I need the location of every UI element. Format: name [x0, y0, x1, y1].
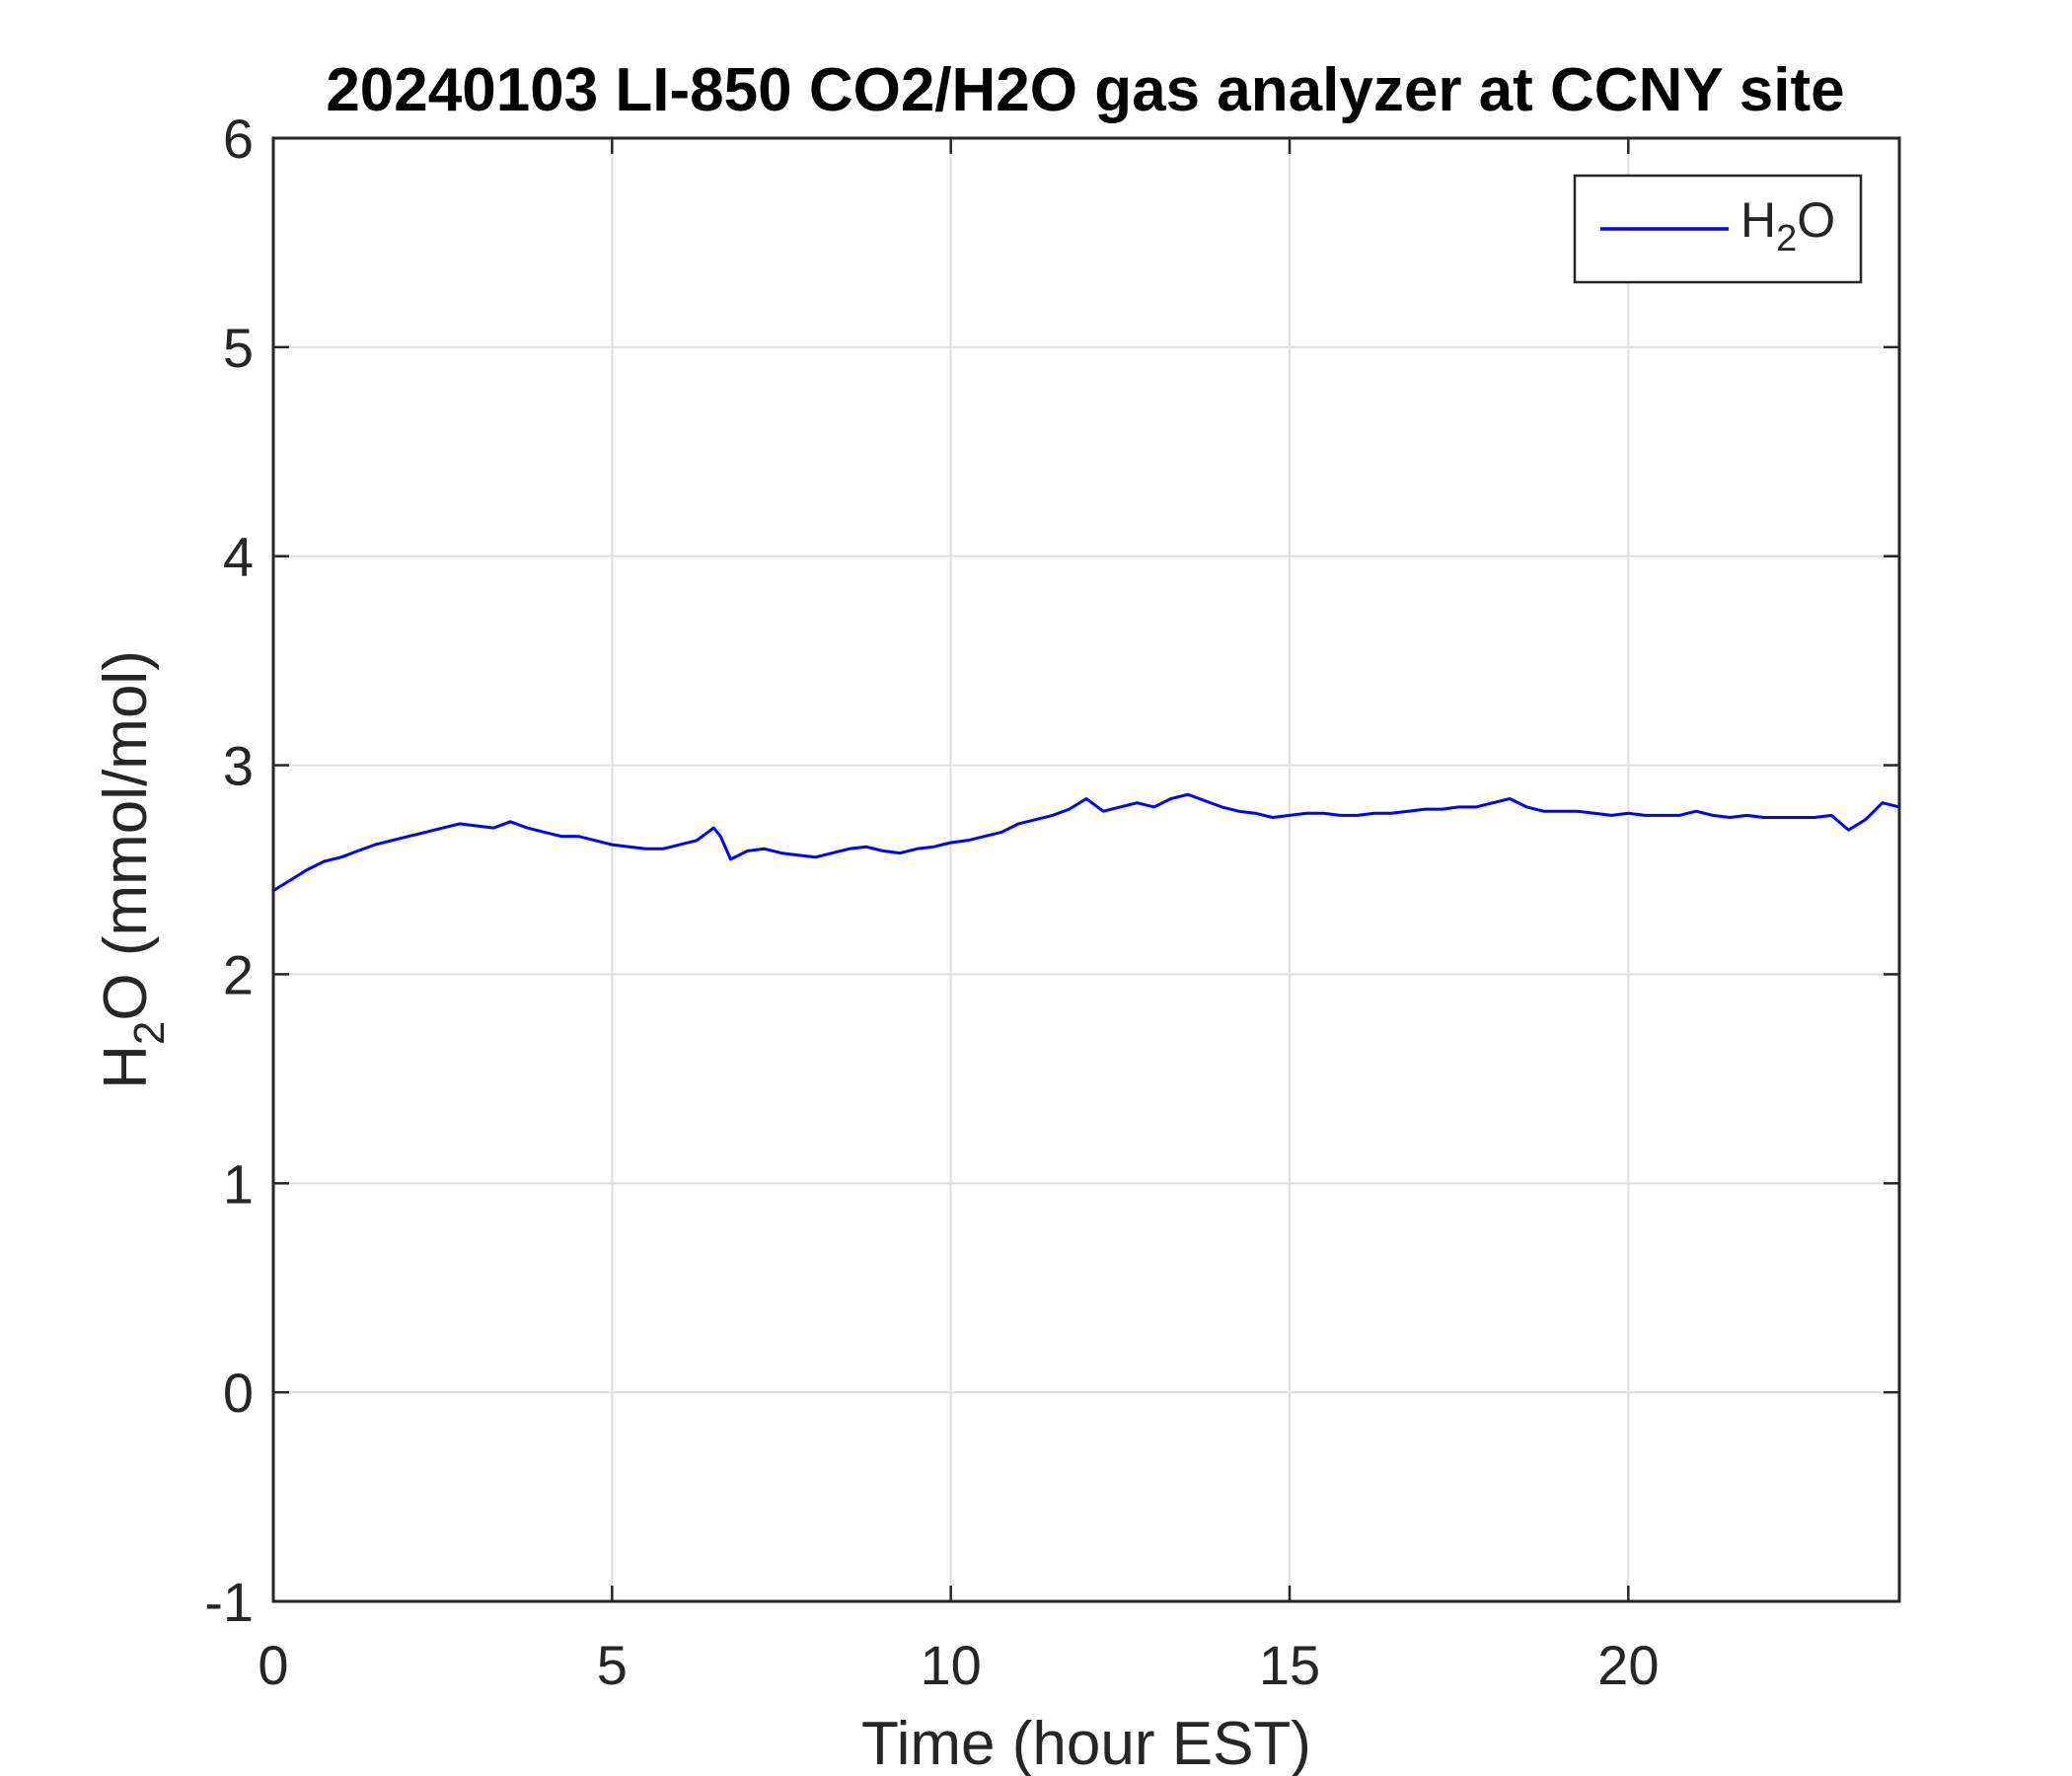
x-axis-label: Time (hour EST) — [861, 1710, 1311, 1776]
y-axis-label: H2O (mmol/mol) — [92, 650, 174, 1089]
y-tick-label: 3 — [223, 735, 254, 797]
series-layer — [272, 792, 1900, 892]
y-axis-label-rest: O (mmol/mol) — [92, 650, 160, 1020]
x-tick-label: 20 — [1597, 1634, 1659, 1696]
legend-label-subscript: 2 — [1776, 218, 1797, 259]
y-axis-label-subscript: 2 — [125, 1021, 174, 1045]
legend-label-rest: O — [1797, 192, 1835, 248]
plot-frame — [271, 136, 1901, 1603]
grid — [273, 138, 1899, 1601]
legend: H2O — [1573, 174, 1863, 284]
legend-label-h: H — [1740, 192, 1776, 248]
x-tick-label: 15 — [1259, 1634, 1320, 1696]
x-tick-label: 5 — [597, 1634, 628, 1696]
legend-label: H2O — [1740, 192, 1835, 259]
x-tick-label: 0 — [258, 1634, 288, 1696]
x-tick-label: 10 — [921, 1634, 982, 1696]
plot-area — [273, 138, 1899, 1601]
series-line-h2o — [272, 792, 1900, 892]
y-tick-label: 2 — [223, 943, 254, 1005]
y-tick-label: 1 — [223, 1152, 254, 1215]
y-tick-label: 0 — [223, 1362, 254, 1424]
chart-title: 20240103 LI-850 CO2/H2O gas analyzer at … — [326, 56, 1844, 124]
ticks — [271, 136, 1899, 1603]
y-tick-label: 4 — [223, 526, 254, 588]
y-tick-label: -1 — [204, 1571, 254, 1633]
y-tick-label: 6 — [223, 108, 254, 170]
y-axis-label-h: H — [92, 1045, 160, 1089]
y-tick-label: 5 — [223, 317, 254, 379]
